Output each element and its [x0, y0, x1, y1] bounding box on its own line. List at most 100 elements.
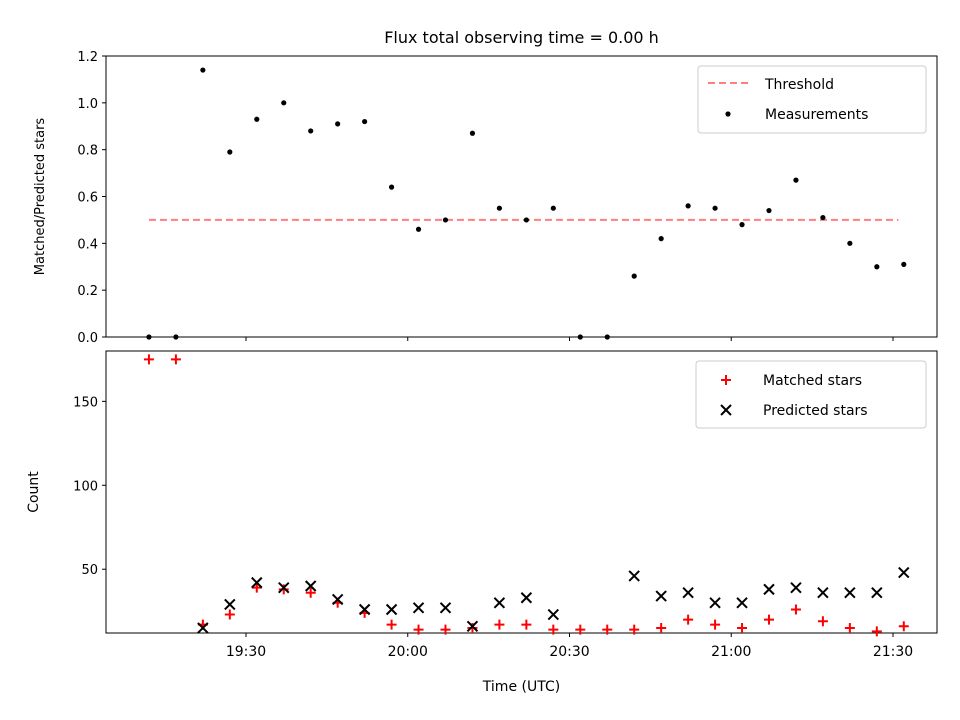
predicted-star-point — [709, 597, 721, 609]
predicted-star-point — [763, 583, 775, 596]
legend-matched-label: Matched stars — [763, 373, 862, 389]
matched-star-point — [170, 354, 181, 365]
matched-star-point — [386, 619, 397, 630]
measurement-point — [200, 67, 206, 73]
top-ytick-label: 0.4 — [77, 237, 98, 252]
predicted-star-point — [817, 587, 829, 599]
measurement-point — [820, 214, 826, 221]
measurement-point — [496, 205, 503, 211]
predicted-star-point — [224, 598, 236, 611]
measurement-point — [658, 236, 664, 242]
bottom-legend-box — [695, 360, 927, 429]
predicted-star-point — [251, 576, 263, 589]
measurement-point — [415, 226, 422, 232]
chart-title: Flux total observing time = 0.00 h — [384, 28, 659, 47]
legend-predicted-swatch — [720, 404, 732, 416]
matched-star-point — [763, 614, 774, 625]
legend-measurements-label: Measurements — [765, 107, 868, 123]
bottom-xtick-label: 20:30 — [549, 644, 589, 660]
predicted-star-point — [520, 592, 533, 604]
predicted-star-point — [358, 603, 371, 616]
measurement-point — [685, 203, 691, 209]
measurement-point — [766, 207, 772, 214]
predicted-star-point — [898, 566, 910, 579]
bottom-axes-frame — [105, 350, 938, 634]
predicted-star-point — [466, 620, 479, 632]
matched-star-point — [737, 622, 748, 633]
legend-measurements-swatch — [725, 111, 731, 117]
bottom-xtick-label: 21:00 — [711, 644, 751, 660]
matched-star-point — [278, 584, 289, 595]
matched-star-point — [143, 354, 154, 365]
measurement-point — [308, 128, 314, 134]
legend-threshold-label: Threshold — [764, 77, 834, 93]
matched-star-point — [898, 621, 909, 632]
matched-star-point — [305, 587, 316, 598]
predicted-star-point — [682, 587, 694, 599]
predicted-star-point — [439, 602, 452, 614]
matched-star-point — [710, 619, 721, 630]
top-ytick-label: 1.0 — [77, 97, 98, 112]
measurement-point — [739, 222, 745, 228]
matched-star-point — [575, 624, 586, 635]
x-axis-label: Time (UTC) — [482, 679, 560, 695]
measurement-point — [901, 261, 907, 268]
measurement-point — [604, 334, 610, 340]
predicted-star-point — [278, 581, 290, 594]
bottom-y-axis-label: Count — [26, 471, 42, 513]
matched-star-point — [656, 622, 667, 633]
predicted-star-point — [197, 622, 209, 634]
measurement-point — [577, 334, 583, 340]
measurement-point — [550, 205, 556, 211]
bottom-ytick-label: 100 — [73, 479, 98, 494]
predicted-star-point — [736, 597, 748, 609]
measurement-point — [523, 217, 529, 223]
top-legend-box — [697, 65, 927, 134]
top-y-axis-label: Matched/Predicted stars — [33, 118, 48, 276]
legend-predicted-label: Predicted stars — [763, 403, 868, 419]
measurement-point — [793, 177, 799, 183]
predicted-star-point — [844, 587, 856, 599]
matched-star-point — [602, 624, 613, 635]
matched-star-point — [440, 624, 451, 635]
matched-star-point — [817, 616, 828, 627]
matched-star-point — [683, 614, 694, 625]
measurement-point — [847, 240, 853, 246]
measurement-point — [388, 184, 395, 190]
predicted-star-point — [331, 593, 344, 606]
predicted-star-point — [412, 602, 425, 614]
measurement-point — [712, 205, 718, 211]
predicted-star-point — [628, 570, 640, 582]
measurement-point — [362, 118, 368, 125]
matched-star-point — [521, 619, 532, 630]
predicted-star-point — [493, 597, 506, 609]
measurement-point — [281, 100, 287, 106]
bottom-xtick-label: 20:00 — [388, 644, 428, 660]
measurement-point — [254, 116, 260, 122]
matched-star-point — [871, 626, 882, 637]
predicted-star-point — [304, 580, 317, 592]
measurement-point — [146, 334, 152, 340]
measurement-point — [335, 121, 341, 127]
bottom-xtick-label: 21:30 — [873, 644, 913, 660]
top-ytick-label: 0.6 — [77, 191, 98, 206]
legend-matched-swatch — [721, 375, 731, 385]
bottom-ytick-label: 150 — [73, 395, 98, 410]
bottom-xtick-label: 19:30 — [226, 644, 266, 660]
top-ytick-label: 0.8 — [77, 144, 98, 159]
matched-star-point — [413, 624, 424, 635]
predicted-star-point — [385, 603, 398, 616]
predicted-star-point — [790, 581, 802, 594]
matched-star-point — [844, 622, 855, 633]
matched-star-point — [467, 622, 478, 633]
matched-star-point — [494, 619, 505, 630]
measurement-point — [874, 264, 880, 270]
measurement-point — [227, 149, 233, 155]
top-ytick-label: 0.2 — [77, 284, 98, 299]
matched-star-point — [251, 582, 262, 593]
matched-star-point — [548, 624, 559, 635]
matched-star-point — [629, 624, 640, 635]
measurement-point — [442, 217, 449, 223]
top-ytick-label: 0.0 — [77, 331, 98, 346]
